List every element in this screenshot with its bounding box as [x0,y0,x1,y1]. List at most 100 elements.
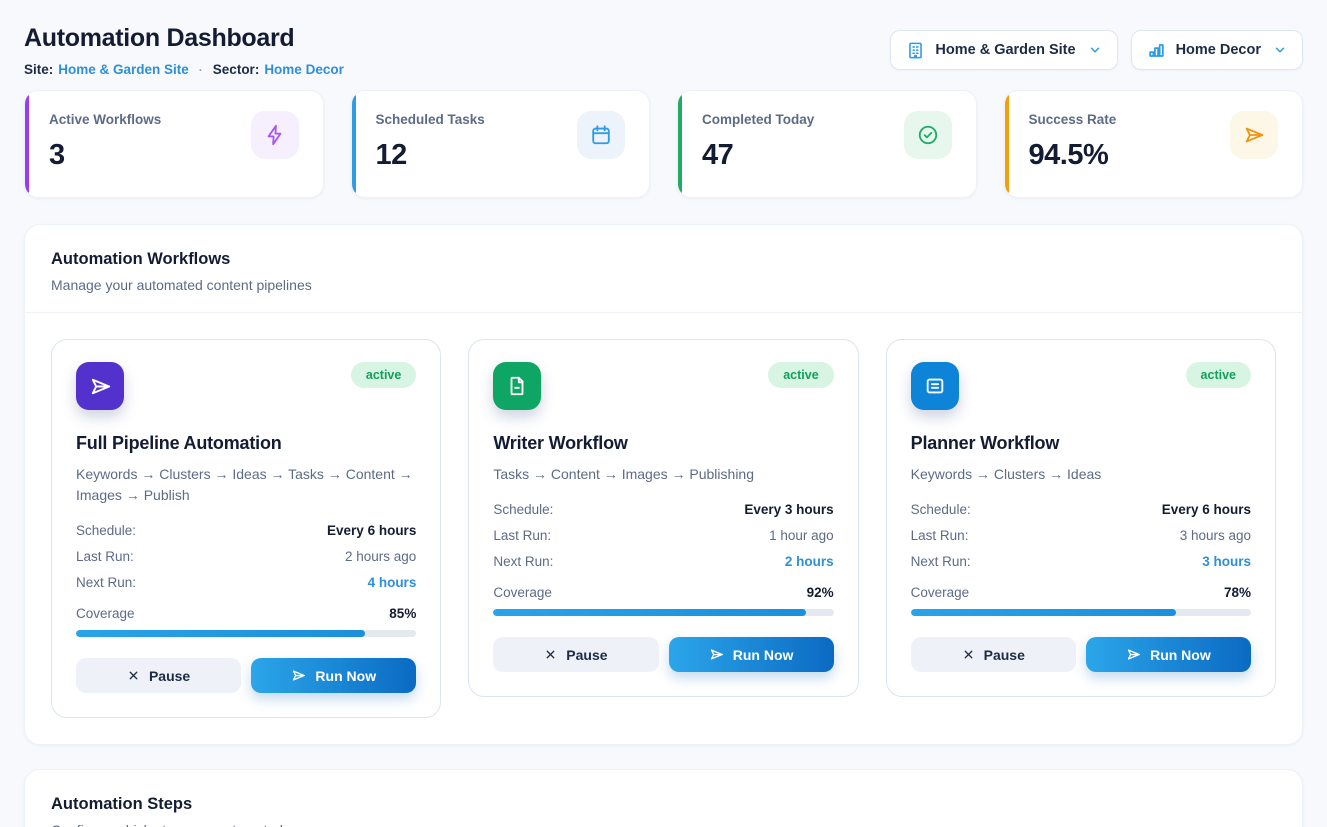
run-now-label: Run Now [315,667,377,684]
next-run-row: Next Run: 2 hours [493,554,833,569]
bar-chart-icon [1147,41,1166,60]
x-icon [127,669,140,682]
sector-dropdown-label: Home Decor [1175,42,1261,58]
next-run-value: 2 hours [784,554,834,569]
calendar-icon [590,124,612,146]
progress-fill [493,609,807,616]
stat-icon-tile [1230,111,1278,159]
progress-fill [76,630,366,637]
workflow-title: Planner Workflow [910,433,1060,453]
last-run-value: 2 hours ago [345,549,417,564]
workflow-details: Schedule: Every 3 hours Last Run: 1 hour… [493,502,833,569]
run-now-button[interactable]: Run Now [1085,637,1251,672]
send-icon [1126,647,1141,662]
top-bar: Automation Dashboard Site: Home & Garden… [24,22,1303,77]
workflow-card-head: active [910,362,1251,410]
next-run-value: 4 hours [367,575,417,590]
stat-card-active-workflows: Active Workflows 3 [24,90,324,198]
site-link[interactable]: Home & Garden Site [58,62,189,77]
last-run-value: 1 hour ago [769,528,834,543]
schedule-row: Schedule: Every 6 hours [76,523,416,538]
coverage-label: Coverage [76,606,135,621]
send-icon [1243,124,1265,146]
progress-bar [493,609,834,616]
next-run-value: 3 hours [1202,554,1251,569]
steps-panel: Automation Steps Configure which steps a… [24,769,1303,827]
last-run-label: Last Run: [76,549,134,564]
chevron-down-icon [1273,43,1287,57]
lightning-icon [264,124,286,146]
last-run-row: Last Run: 2 hours ago [76,549,416,564]
workflow-details: Schedule: Every 6 hours Last Run: 2 hour… [76,523,416,590]
workflow-card-head: active [493,362,834,410]
workflow-actions: Pause Run Now [910,637,1251,672]
sector-link[interactable]: Home Decor [264,62,344,77]
accent-bar [351,94,356,194]
schedule-label: Schedule: [76,523,137,538]
workflow-actions: Pause Run Now [76,658,417,693]
coverage-label: Coverage [493,585,552,600]
workflow-card-full-pipeline: active Full Pipeline Automation Keywords… [51,339,442,718]
coverage-row: Coverage 85% [76,606,416,621]
stat-value: 94.5% [1028,139,1109,171]
site-dropdown-label: Home & Garden Site [935,42,1076,58]
coverage-value: 78% [1223,585,1251,600]
coverage-row: Coverage 92% [493,585,833,600]
check-circle-icon [917,124,939,146]
stat-icon-tile [577,111,625,159]
run-now-button[interactable]: Run Now [668,637,834,672]
stat-label: Scheduled Tasks [375,112,485,127]
stat-value: 12 [375,139,408,171]
pause-button[interactable]: Pause [76,658,242,693]
pause-button[interactable]: Pause [493,637,659,672]
workflow-card-head: active [76,362,417,410]
stat-card-success-rate: Success Rate 94.5% [1003,90,1303,198]
page-title: Automation Dashboard [24,24,295,52]
run-now-label: Run Now [732,646,794,663]
next-run-row: Next Run: 4 hours [76,575,416,590]
workflow-title: Writer Workflow [493,433,628,453]
stat-icon-tile [903,111,952,159]
coverage-block: Coverage 85% [76,606,417,637]
workflow-cards-grid: active Full Pipeline Automation Keywords… [25,313,1302,744]
workflow-pipeline: Tasks → Content → Images → Publishing [493,466,754,482]
x-icon [544,648,557,661]
stat-icon-tile [250,111,299,159]
coverage-value: 92% [806,585,834,600]
progress-fill [910,609,1177,616]
stat-label: Success Rate [1028,112,1117,127]
pause-label: Pause [148,667,191,684]
x-icon [962,648,975,661]
site-dropdown[interactable]: Home & Garden Site [890,30,1118,70]
site-label: Site: [24,62,54,77]
workflow-card-planner: active Planner Workflow Keywords → Clust… [885,339,1276,697]
accent-bar [677,94,682,194]
stat-label: Completed Today [702,112,815,127]
progress-bar [76,630,417,637]
coverage-value: 85% [389,606,417,621]
status-badge: active [768,362,834,388]
send-icon [709,647,724,662]
sector-dropdown[interactable]: Home Decor [1130,30,1303,70]
steps-panel-header: Automation Steps Configure which steps a… [25,770,1302,827]
workflow-pipeline: Keywords → Clusters → Ideas [910,466,1102,482]
run-now-button[interactable]: Run Now [251,658,417,693]
schedule-row: Schedule: Every 3 hours [493,502,833,517]
coverage-label: Coverage [910,585,970,600]
accent-bar [24,94,29,194]
next-run-row: Next Run: 3 hours [911,554,1251,569]
status-badge: active [1185,362,1251,388]
pause-button[interactable]: Pause [910,637,1076,672]
workflow-title: Full Pipeline Automation [76,433,282,453]
breadcrumb: Site: Home & Garden Site · Sector: Home … [24,62,344,77]
schedule-row: Schedule: Every 6 hours [911,502,1251,517]
workflows-panel: Automation Workflows Manage your automat… [24,224,1303,745]
run-now-label: Run Now [1150,646,1211,663]
stat-value: 47 [702,139,734,171]
building-icon [906,41,925,60]
header-actions: Home & Garden Site Home Decor [890,30,1303,70]
stat-value: 3 [49,139,65,171]
pause-label: Pause [983,646,1025,663]
next-run-label: Next Run: [493,554,554,569]
